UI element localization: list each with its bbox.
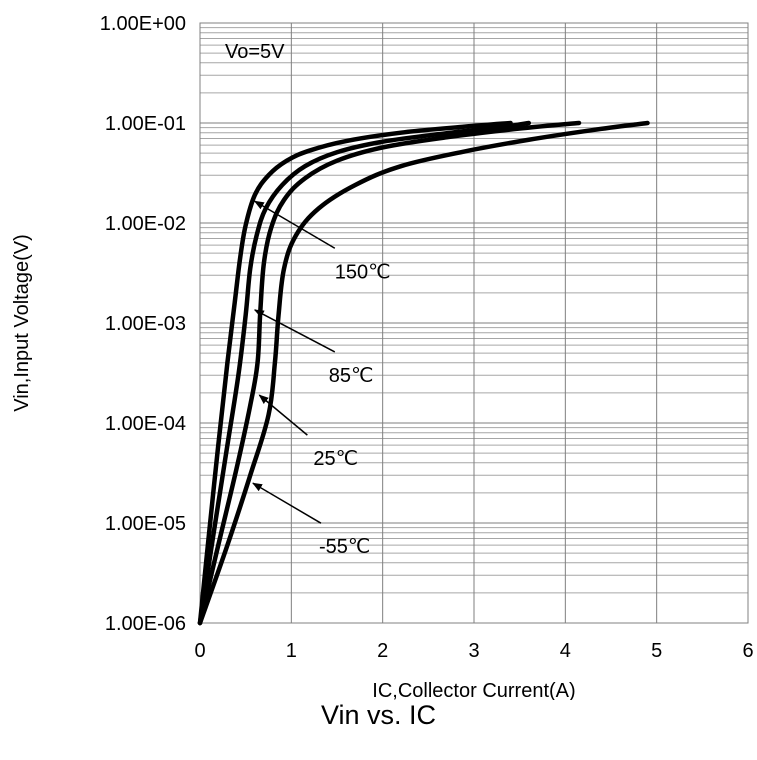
y-tick-labels: 1.00E-06 1.00E-05 1.00E-04 1.00E-03 1.00E-02… [100,13,186,635]
series-annotation-label: 85℃ [329,365,374,387]
x-tick-label: 3 [468,640,479,662]
annotation-layer: 150℃ 85℃ 25℃ -55℃ [252,200,391,558]
plot-border [199,22,749,624]
y-tick-label: 1.00E+00 [100,13,186,35]
series-line-1 [197,120,532,626]
series-layer [197,120,650,626]
y-tick-label: 1.00E-01 [105,113,186,135]
series-annotation-label: 25℃ [313,448,358,470]
series-line-2 [197,120,582,626]
x-tick-label: 5 [651,640,662,662]
y-tick-label: 1.00E-05 [105,513,186,535]
y-tick-label: 1.00E-06 [105,613,186,635]
annotation-arrow [252,482,322,524]
condition-label: Vo=5V [225,41,285,63]
series-line-3 [197,120,650,626]
series-line-0 [197,120,513,626]
y-axis-label: Vin,Input Voltage(V) [11,234,33,412]
chart-caption: Vin vs. IC [320,700,437,730]
annotation-arrow [258,394,308,436]
x-tick-label: 1 [286,640,297,662]
annotation-arrow [253,309,336,353]
series-annotation-label: 150℃ [335,261,391,283]
x-tick-label: 4 [560,640,571,662]
y-tick-label: 1.00E-04 [105,413,186,435]
y-tick-label: 1.00E-03 [105,313,186,335]
x-tick-label: 0 [194,640,205,662]
y-tick-label: 1.00E-02 [105,213,186,235]
x-tick-labels: 0 1 2 3 4 5 6 [194,640,753,662]
x-tick-label: 2 [377,640,388,662]
x-axis-label: IC,Collector Current(A) [372,680,575,700]
series-annotation-label: -55℃ [319,536,370,558]
annotation-arrow [253,200,336,249]
x-tick-label: 6 [742,640,753,662]
